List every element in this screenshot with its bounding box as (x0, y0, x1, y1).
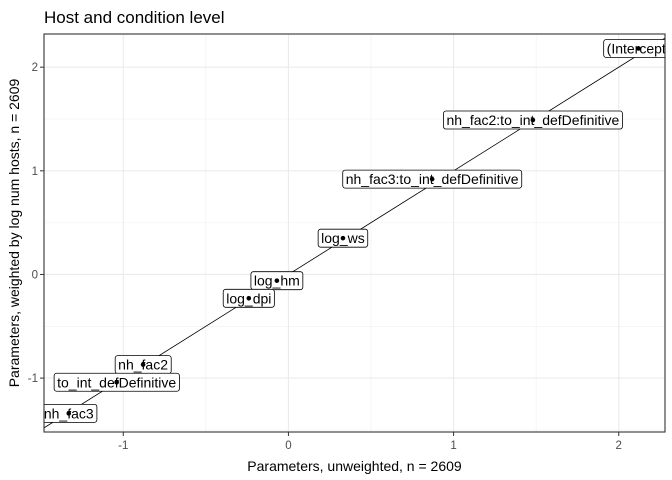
point-group: nh_fac3:to_int_defDefinitive (342, 169, 523, 189)
data-point (246, 295, 252, 301)
data-points: (Intercept) nh_fac2:to_int_defDefinitiven… (44, 39, 671, 423)
data-point (66, 411, 72, 416)
y-axis-ticks: -1 0 1 2 (28, 62, 44, 385)
x-axis-ticks: -1 0 1 2 (118, 432, 622, 452)
point-group: log_dpi (222, 288, 275, 308)
x-tick-label: 2 (616, 440, 622, 452)
data-point (114, 379, 119, 385)
data-point (140, 362, 146, 367)
x-tick-label: 0 (285, 440, 291, 452)
data-point (340, 235, 346, 241)
x-tick-label: 1 (450, 440, 456, 452)
point-group: nh_fac2 (114, 355, 172, 375)
x-axis-title: Parameters, unweighted, n = 2609 (247, 458, 462, 474)
y-tick-label: 1 (32, 166, 38, 178)
point-label: (Intercept) (607, 41, 671, 57)
point-group: nh_fac3 (44, 403, 98, 423)
point-group: to_int_defDefinitive (53, 372, 180, 392)
point-group: log_ws (317, 228, 369, 248)
data-point (636, 46, 641, 51)
data-point (274, 278, 280, 283)
point-group: nh_fac2:to_int_defDefinitive (443, 110, 623, 130)
y-tick-label: -1 (28, 373, 38, 385)
panel-border (43, 33, 666, 433)
label-box (603, 39, 665, 58)
x-tick-label: -1 (118, 440, 128, 452)
point-group: log_hm (250, 271, 304, 291)
y-tick-label: 2 (32, 62, 38, 74)
data-point (530, 117, 536, 123)
data-point (429, 176, 435, 182)
chart-title: Host and condition level (44, 8, 225, 27)
point-group: (Intercept) (603, 39, 671, 58)
y-axis-title: Parameters, weighted by log num hosts, n… (6, 79, 22, 388)
y-tick-label: 0 (32, 269, 38, 281)
